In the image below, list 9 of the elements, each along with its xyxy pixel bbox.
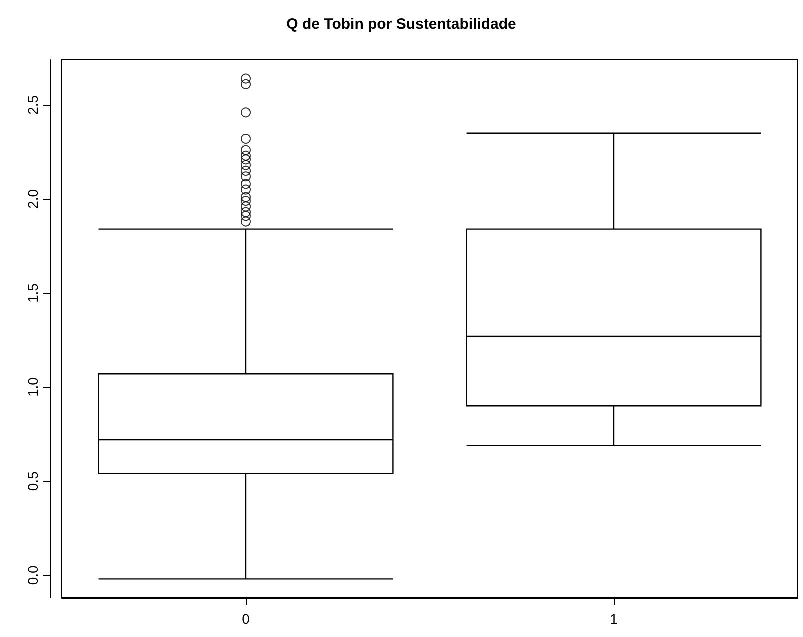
y-tick-label: 0.0 [25,565,41,586]
x-tick-label: 1 [610,611,618,627]
chart-title: Q de Tobin por Sustentabilidade [286,16,516,33]
y-tick-label: 0.5 [25,471,41,492]
x-tick-label: 0 [242,611,250,627]
y-tick-label: 1.0 [25,377,41,398]
y-tick-label: 1.5 [25,283,41,303]
y-tick-label: 2.5 [25,95,41,115]
y-tick-label: 2.0 [25,189,41,209]
